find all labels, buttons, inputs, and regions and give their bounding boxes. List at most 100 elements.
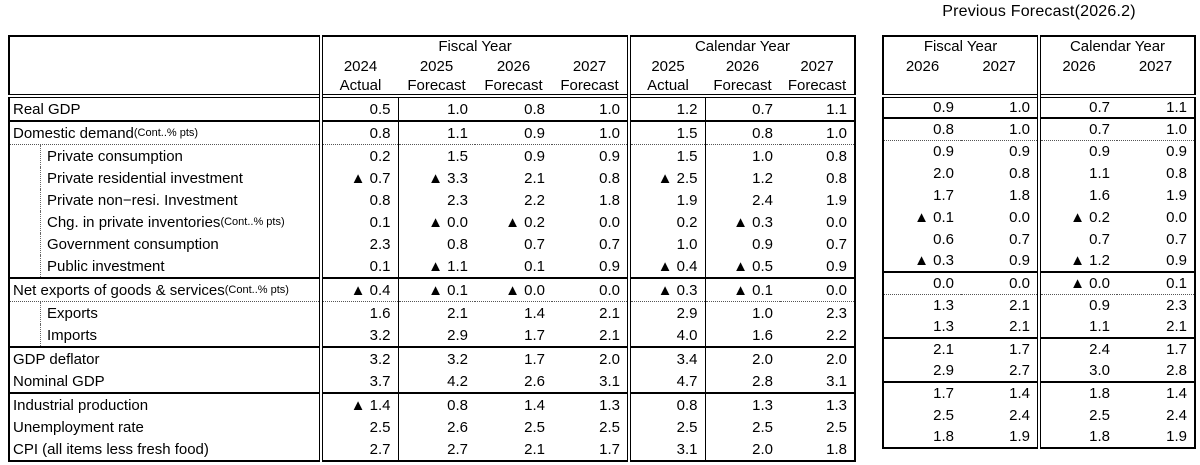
- table-row: 1.3 2.1 1.1 2.1: [883, 316, 1195, 339]
- value-cell: 2.5: [752, 418, 773, 436]
- value-cell: 0.1: [475, 255, 552, 279]
- year-header: 2026: [496, 57, 531, 75]
- value-cell: 1.3: [933, 296, 954, 314]
- fiscal-year-group-header: Fiscal Year: [923, 38, 998, 55]
- row-label: Nominal GDP: [9, 370, 321, 394]
- row-label-text: Domestic demand (Cont..% pts): [10, 122, 319, 144]
- table-row: Domestic demand (Cont..% pts) 0.8 1.1 0.9 1.0…: [9, 121, 855, 145]
- value-cell: 0.0: [1009, 208, 1030, 226]
- row-label: CPI (all items less fresh food): [9, 438, 321, 461]
- value-cell: ▲ 0.5: [705, 255, 780, 279]
- value-cell: 0.8: [447, 235, 468, 253]
- value-cell: 2.4: [752, 191, 773, 209]
- value-cell: 0.9: [1117, 250, 1195, 273]
- value-cell: 2.5: [1037, 404, 1117, 426]
- value-cell: 1.3: [752, 396, 773, 414]
- value-cell: 2.5: [826, 418, 847, 436]
- row-label: Private non−resi. Investment: [9, 189, 321, 211]
- table-row: 2.5 2.4 2.5 2.4: [883, 404, 1195, 426]
- value-cell: 1.4: [1009, 385, 1030, 402]
- value-cell: 1.0: [780, 121, 855, 145]
- value-cell: 0.8: [447, 396, 468, 414]
- value-type-header: Forecast: [407, 76, 466, 94]
- value-cell: 1.7: [933, 186, 954, 204]
- value-cell: 2.0: [752, 440, 773, 458]
- table-row: 1.3 2.1 0.9 2.3: [883, 294, 1195, 316]
- value-cell: ▲ 0.4: [627, 255, 706, 279]
- value-cell: 1.9: [826, 191, 847, 209]
- previous-table-header: Fiscal Year Calendar Year 2026 2027 2026…: [883, 36, 1195, 96]
- value-cell: ▲ 0.2: [505, 213, 545, 231]
- previous-table-body: 0.9 1.0 0.7 1.1 0.8 1.0 0.7 1.0 0.9 0.9 0.9 0.9 2.0 0…: [883, 96, 1195, 448]
- value-cell: 0.9: [599, 147, 620, 165]
- value-cell: 0.8: [319, 189, 399, 211]
- value-cell: 2.1: [524, 169, 545, 187]
- value-cell: 0.7: [599, 235, 620, 253]
- table-row: 1.7 1.8 1.6 1.9: [883, 184, 1195, 206]
- value-cell: ▲ 0.0: [475, 278, 552, 302]
- value-cell: 2.9: [627, 301, 706, 324]
- row-label-text: Real GDP: [10, 98, 319, 119]
- value-cell: 0.8: [599, 169, 620, 187]
- value-cell: 0.9: [961, 250, 1039, 273]
- value-cell: 0.1: [319, 255, 399, 279]
- year-header: 2027: [982, 57, 1016, 75]
- row-label-text: Imports: [40, 324, 319, 345]
- value-cell: 0.9: [1009, 142, 1030, 160]
- fiscal-year-group-header: Fiscal Year: [319, 36, 629, 56]
- year-header: 2026: [905, 57, 940, 75]
- value-cell: 2.3: [826, 304, 847, 322]
- table-row: Imports 3.2 2.9 1.7 2.1 4.0 1.6 2.2: [9, 324, 855, 348]
- value-cell: 1.9: [1166, 428, 1187, 445]
- value-cell: 2.6: [475, 370, 552, 394]
- row-label: Exports: [9, 302, 321, 324]
- value-cell: 2.7: [447, 440, 468, 458]
- value-cell: 0.8: [883, 118, 961, 141]
- row-label-text: Exports: [40, 302, 319, 324]
- value-cell: ▲ 3.3: [428, 169, 468, 187]
- value-type-header: Actual: [627, 76, 705, 96]
- row-label: Public investment: [9, 255, 321, 279]
- value-cell: 0.7: [1037, 118, 1117, 141]
- row-label-main: GDP deflator: [13, 350, 100, 368]
- value-cell: 1.2: [627, 96, 706, 122]
- blank-header-cell: [883, 76, 961, 96]
- current-table-body: Real GDP 0.5 1.0 0.8 1.0 1.2 0.7 1.1 Domestic de…: [9, 96, 855, 461]
- table-row: Government consumption 2.3 0.8 0.7 0.7 1.0 0.9…: [9, 233, 855, 255]
- value-cell: 1.7: [475, 324, 552, 348]
- value-cell: 3.1: [780, 370, 855, 394]
- value-cell: 0.2: [627, 211, 706, 233]
- row-label: Imports: [9, 324, 321, 348]
- year-header: 2027: [800, 57, 834, 75]
- value-cell: 1.3: [599, 396, 620, 414]
- value-cell: 2.1: [524, 440, 545, 458]
- value-cell: 1.5: [447, 147, 468, 165]
- current-forecast-table: Fiscal Year Calendar Year 2024 2025 2026…: [8, 35, 856, 462]
- table-row: 2.9 2.7 3.0 2.8: [883, 360, 1195, 383]
- value-cell: 1.0: [552, 96, 629, 122]
- row-label-main: Government consumption: [47, 235, 219, 253]
- value-cell: ▲ 0.0: [1037, 272, 1117, 295]
- value-cell: 1.8: [933, 428, 954, 445]
- value-cell: 0.6: [933, 230, 954, 248]
- value-cell: 0.9: [780, 255, 855, 279]
- row-label-main: Net exports of goods & services: [13, 281, 225, 299]
- row-label-main: CPI (all items less fresh food): [13, 440, 209, 458]
- value-cell: 1.7: [933, 385, 954, 402]
- value-type-header: Forecast: [560, 76, 619, 94]
- value-cell: 1.0: [1117, 118, 1195, 141]
- table-row: 2.0 0.8 1.1 0.8: [883, 162, 1195, 184]
- value-cell: 0.8: [319, 121, 399, 145]
- value-cell: 1.1: [1037, 162, 1117, 184]
- value-cell: ▲ 0.3: [627, 278, 706, 302]
- value-cell: 0.8: [705, 121, 780, 145]
- year-header: 2025: [627, 56, 705, 76]
- value-cell: 2.2: [780, 324, 855, 348]
- table-row: Unemployment rate 2.5 2.6 2.5 2.5 2.5 2.5 2.5: [9, 416, 855, 438]
- row-label: Chg. in private inventories (Cont..% pts…: [9, 211, 321, 233]
- value-cell: 1.5: [627, 121, 706, 145]
- value-cell: 2.8: [1117, 360, 1195, 383]
- value-cell: 0.5: [319, 96, 399, 122]
- value-cell: 0.9: [933, 142, 954, 160]
